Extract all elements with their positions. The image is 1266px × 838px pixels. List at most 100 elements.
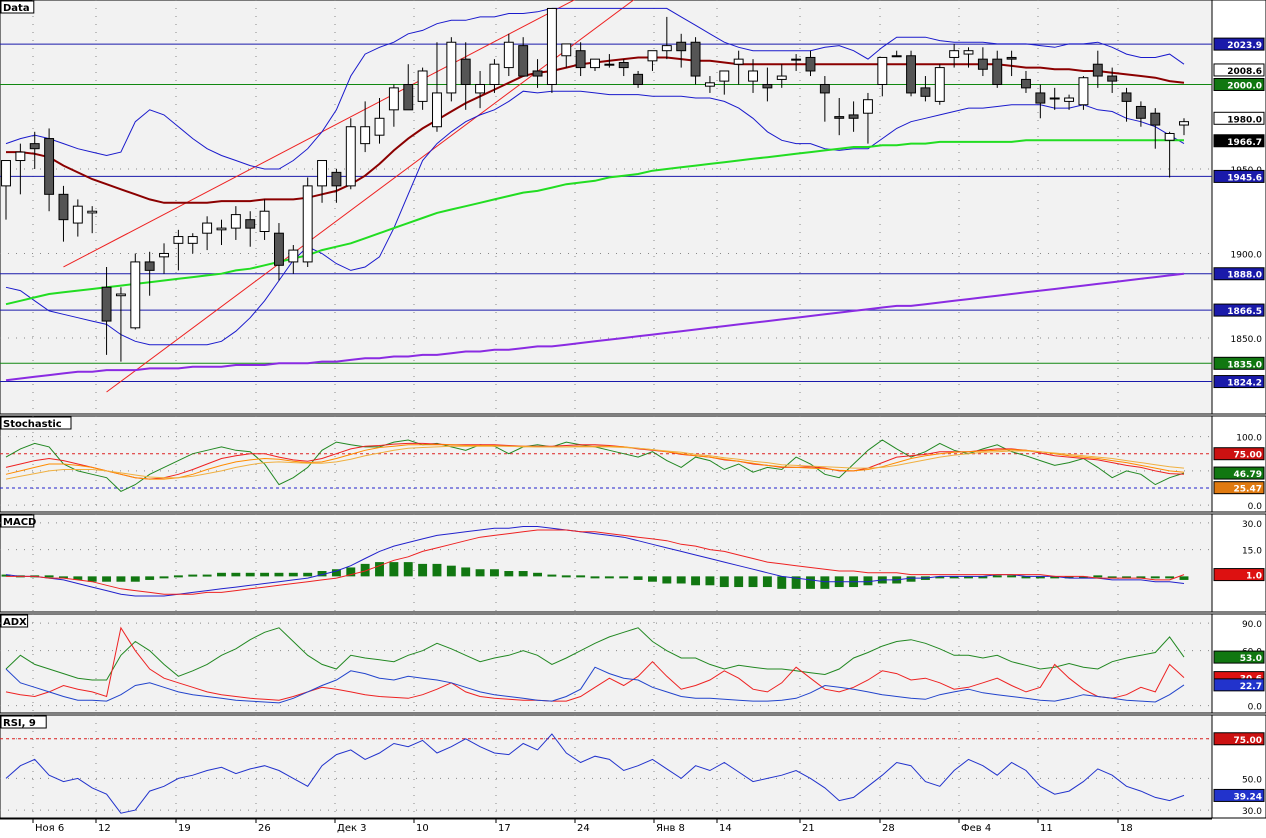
candle [834, 98, 845, 136]
candle-body [331, 171, 342, 187]
candle [489, 59, 500, 93]
candle-body [87, 210, 98, 214]
candle-body [834, 116, 845, 119]
macd-histogram-bar [360, 563, 370, 577]
adx-line [5, 626, 1185, 702]
y-tick-label: 0.0 [1248, 703, 1263, 713]
candle-body [202, 222, 213, 234]
macd-histogram-bar [533, 572, 542, 577]
candle-body [288, 249, 299, 263]
macd-histogram-bar [906, 576, 916, 582]
candle-body [920, 87, 931, 97]
macd-histogram-bar [231, 572, 241, 577]
level-value-box [1213, 63, 1265, 77]
level-value-box [1213, 375, 1265, 389]
stoch-line [5, 442, 1185, 480]
candle-body [159, 252, 169, 258]
stoch-value-box [1213, 447, 1265, 461]
candle [72, 199, 83, 237]
candle-body [1107, 75, 1118, 82]
macd-histogram-bar [87, 576, 97, 582]
level-value-label: 1966.7 [1227, 138, 1262, 148]
candle [173, 229, 184, 271]
macd-histogram-bar [518, 571, 528, 577]
candle [690, 37, 701, 85]
y-tick-label: 30.0 [1242, 520, 1262, 530]
candle [604, 54, 615, 68]
stoch-line [5, 444, 1185, 480]
macd-histogram-bar [1150, 576, 1160, 579]
candle-body [216, 227, 227, 231]
macd-histogram-bar [130, 576, 140, 582]
level-value-box [1213, 267, 1265, 281]
panel-title: Data [3, 3, 30, 14]
stochastic-series: 75.00 46.79 25.47 [0, 439, 1265, 495]
candle-body [748, 70, 758, 82]
candle [259, 199, 270, 240]
rsi-line [5, 733, 1185, 814]
macd-histogram-bar [1064, 576, 1074, 579]
candle-body [345, 126, 356, 187]
candle [819, 76, 830, 122]
macd-histogram-bar [159, 576, 169, 579]
macd-histogram-bar [777, 576, 787, 589]
rsi-value-box [1213, 788, 1265, 802]
panel-title: Stochastic [3, 419, 62, 430]
y-tick-label: 1900.0 [1231, 250, 1263, 260]
candle [1078, 76, 1089, 110]
level-value-box [1213, 303, 1265, 317]
candle-body [317, 160, 328, 187]
macd-value-label: 1.0 [1246, 572, 1262, 582]
adx-value-box [1213, 678, 1265, 692]
candle-body [906, 55, 917, 94]
candle [906, 50, 917, 97]
x-tick-label: 10 [416, 823, 429, 834]
macd-histogram-bar [274, 572, 284, 577]
candle [230, 206, 241, 240]
candle-body [848, 114, 859, 119]
macd-histogram-bar [73, 576, 83, 580]
candle-body [776, 75, 787, 80]
candle [216, 219, 227, 246]
candle [187, 233, 198, 254]
candle [877, 56, 888, 97]
macd-histogram-bar [245, 572, 255, 577]
macd-histogram-bar [260, 572, 270, 577]
candle [748, 59, 758, 93]
macd-histogram-bar [992, 575, 1002, 578]
panel-axis-area [1211, 513, 1266, 613]
macd-histogram-bar [949, 576, 959, 579]
macd-histogram-bar [820, 576, 830, 589]
adx-line [5, 627, 1185, 681]
candle-body [661, 45, 672, 52]
macd-histogram-bar [475, 569, 485, 577]
candle-body [690, 41, 701, 77]
candle [475, 70, 486, 109]
level-value-box [1213, 356, 1265, 370]
macd-histogram-bar [446, 565, 456, 577]
candle-body [819, 83, 830, 94]
candle [661, 16, 672, 60]
candle-body [130, 261, 141, 329]
panel-macd: 30.0 15.0 MACD [0, 513, 1266, 613]
macd-histogram-bar [633, 576, 643, 580]
candle [446, 37, 457, 102]
candle-body [977, 58, 988, 70]
candle [862, 92, 873, 144]
ma-medium-line [5, 139, 1184, 306]
candle-body [115, 293, 126, 297]
candle [101, 266, 112, 355]
candle [1179, 118, 1189, 136]
x-tick-label: 18 [1120, 823, 1133, 834]
candle [1121, 87, 1132, 122]
x-tick-label: 24 [577, 823, 590, 834]
macd-histogram-bar [1078, 576, 1088, 579]
x-tick-label: 14 [719, 823, 732, 834]
candle [331, 168, 342, 203]
macd-histogram-bar [288, 572, 298, 577]
y-tick-label: 15.0 [1242, 547, 1262, 557]
candle-body [44, 138, 55, 195]
candle [733, 50, 744, 85]
